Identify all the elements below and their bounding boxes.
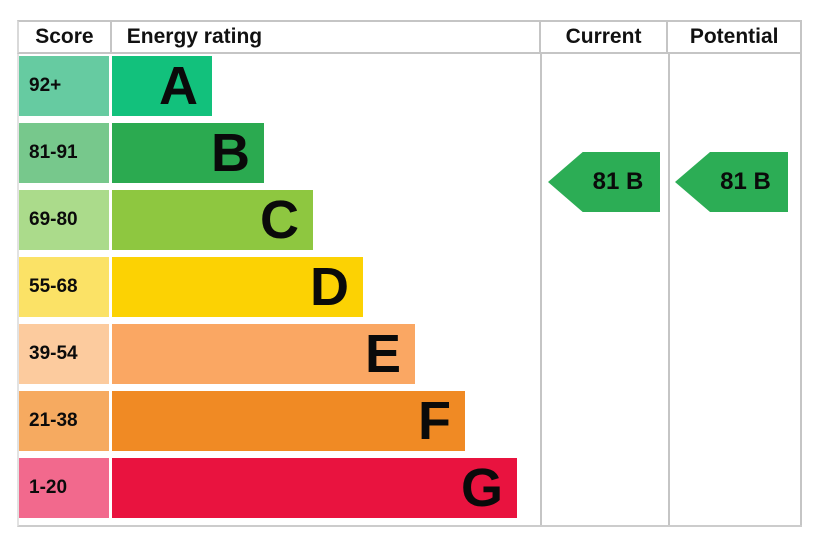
band-row-d: 55-68 D (19, 255, 517, 322)
table-body: 92+ A 81-91 B 69-80 C (17, 54, 802, 527)
band-score-label: 39-54 (29, 343, 78, 364)
band-bar: F (112, 391, 465, 451)
table-right-border (800, 54, 802, 525)
band-score-cell: 81-91 (19, 123, 109, 183)
band-bar: D (112, 257, 363, 317)
header-energy-rating: Energy rating (112, 22, 541, 52)
band-letter: A (159, 56, 198, 116)
band-row-f: 21-38 F (19, 389, 517, 456)
band-score-label: 92+ (29, 75, 62, 96)
band-score-cell: 92+ (19, 56, 109, 116)
column-divider-potential (668, 54, 670, 525)
band-row-g: 1-20 G (19, 456, 517, 523)
band-letter: F (418, 391, 451, 451)
header-score: Score (19, 22, 112, 52)
band-bar: C (112, 190, 313, 250)
band-score-cell: 1-20 (19, 458, 109, 518)
band-score-cell: 21-38 (19, 391, 109, 451)
band-score-cell: 55-68 (19, 257, 109, 317)
header-current: Current (541, 22, 669, 52)
band-row-a: 92+ A (19, 54, 517, 121)
band-bar: E (112, 324, 415, 384)
current-rating-value: 81 B (592, 168, 644, 195)
band-score-label: 1-20 (29, 477, 68, 498)
band-bar: A (112, 56, 212, 116)
band-rows: 92+ A 81-91 B 69-80 C (19, 54, 517, 523)
band-letter: G (460, 458, 503, 518)
band-score-label: 69-80 (29, 209, 78, 230)
band-letter: E (364, 324, 401, 384)
band-score-cell: 39-54 (19, 324, 109, 384)
band-letter: B (211, 123, 250, 183)
band-row-c: 69-80 C (19, 188, 517, 255)
band-score-label: 55-68 (29, 276, 78, 297)
band-score-label: 21-38 (29, 410, 78, 431)
band-row-b: 81-91 B (19, 121, 517, 188)
band-score-label: 81-91 (29, 142, 78, 163)
header-potential: Potential (668, 22, 803, 52)
band-score-cell: 69-80 (19, 190, 109, 250)
table-header: Score Energy rating Current Potential (17, 20, 803, 54)
potential-rating-value: 81 B (720, 168, 771, 195)
band-row-e: 39-54 E (19, 322, 517, 389)
band-letter: C (260, 190, 299, 250)
band-letter: D (310, 257, 349, 317)
column-divider-current (540, 54, 542, 525)
band-bar: B (112, 123, 264, 183)
band-bar: G (112, 458, 517, 518)
